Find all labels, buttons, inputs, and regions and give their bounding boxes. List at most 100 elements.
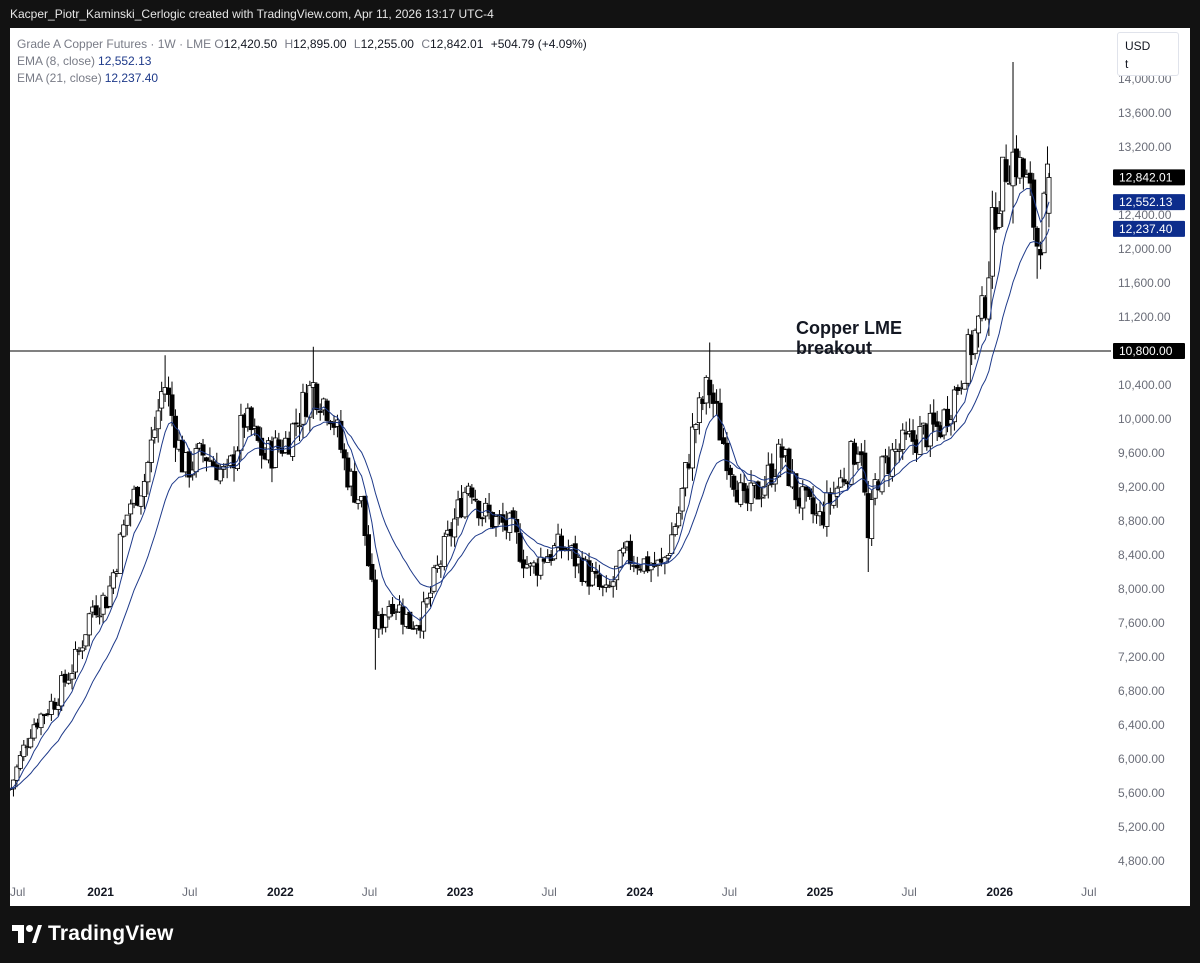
candle-body bbox=[841, 479, 847, 483]
legend-open-value: 12,420.50 bbox=[223, 37, 278, 51]
candle-body bbox=[593, 570, 599, 574]
price-chart[interactable]: 4,800.00 5,200.00 5,600.00 6,000.00 6,400.00… bbox=[10, 28, 1190, 906]
chart-author-header: Kacper_Piotr_Kaminski_Cerlogic created w… bbox=[0, 0, 1200, 28]
candle-body bbox=[738, 482, 744, 505]
candle-body bbox=[776, 443, 782, 478]
candle-body bbox=[462, 491, 468, 518]
candle-body bbox=[352, 471, 358, 503]
candle-body bbox=[727, 467, 733, 476]
candle-body bbox=[472, 498, 478, 501]
candle-body bbox=[934, 421, 940, 427]
legend-ema21-row[interactable]: EMA (21, close) 12,237.40 bbox=[17, 70, 587, 87]
candle-body bbox=[372, 579, 378, 630]
candle-body bbox=[248, 407, 254, 431]
resistance-price-badge-bg bbox=[1113, 343, 1185, 359]
unit-label: t bbox=[1125, 57, 1129, 71]
candle-body bbox=[879, 456, 885, 493]
currency-unit-selector[interactable]: USD t bbox=[1117, 32, 1179, 76]
last-price-badge-bg bbox=[1113, 169, 1185, 186]
candle-body bbox=[945, 408, 951, 427]
annotation-line-1: Copper LME bbox=[796, 318, 902, 338]
legend-ema8-row[interactable]: EMA (8, close) 12,552.13 bbox=[17, 53, 587, 70]
ema-21-line[interactable] bbox=[10, 228, 1050, 790]
candle-body bbox=[769, 463, 775, 485]
candle-body bbox=[755, 481, 761, 500]
legend-ema8-value: 12,552.13 bbox=[98, 54, 152, 68]
candle-body bbox=[855, 453, 861, 463]
candle-body bbox=[627, 540, 633, 565]
candle-body bbox=[200, 444, 206, 456]
candle-body bbox=[66, 679, 72, 684]
ema8-price-badge-bg bbox=[1113, 194, 1185, 211]
y-tick-label: 6,400.00 bbox=[1118, 718, 1165, 732]
candle-body bbox=[1041, 192, 1047, 254]
candle-body bbox=[276, 439, 282, 449]
candle-body bbox=[1034, 227, 1040, 247]
candle-body bbox=[669, 534, 675, 554]
candle-body bbox=[634, 564, 640, 569]
candle-body bbox=[617, 550, 623, 569]
candle-body bbox=[1046, 177, 1052, 214]
candle-body bbox=[28, 737, 34, 748]
legend-ema8-label: EMA (8, close) bbox=[17, 54, 96, 68]
candle-body bbox=[517, 533, 523, 562]
candle-body bbox=[714, 400, 720, 404]
candle-body bbox=[710, 392, 716, 404]
legend-symbol[interactable]: Grade A Copper Futures · 1W · LME bbox=[17, 37, 212, 51]
resistance-price-badge: 10,800.00 bbox=[1119, 344, 1173, 358]
chart-panel[interactable]: 4,800.00 5,200.00 5,600.00 6,000.00 6,400.00… bbox=[10, 28, 1190, 906]
candle-body bbox=[717, 402, 723, 441]
candle-body bbox=[14, 766, 20, 781]
x-tick-label: Jul bbox=[1081, 885, 1096, 899]
y-tick-label: 13,600.00 bbox=[1118, 106, 1172, 120]
candle-body bbox=[696, 397, 702, 424]
candle-body bbox=[97, 615, 103, 618]
candle-body bbox=[59, 675, 65, 707]
legend-ema21-label: EMA (21, close) bbox=[17, 71, 102, 85]
x-tick-label: 2024 bbox=[626, 885, 653, 899]
candle-body bbox=[424, 598, 430, 605]
candle-body bbox=[720, 437, 726, 445]
candle-body bbox=[152, 429, 158, 438]
candle-body bbox=[86, 613, 92, 636]
candle-body bbox=[272, 437, 278, 468]
candle-body bbox=[121, 524, 127, 537]
candle-body bbox=[962, 382, 968, 390]
candle-body bbox=[159, 391, 165, 409]
candle-body bbox=[155, 410, 161, 430]
y-tick-label: 5,200.00 bbox=[1118, 820, 1165, 834]
candle-body bbox=[976, 315, 982, 334]
x-tick-label: 2022 bbox=[267, 885, 294, 899]
x-tick-label: Jul bbox=[182, 885, 197, 899]
candle-body bbox=[965, 334, 971, 384]
legend-low-label: L bbox=[353, 37, 361, 51]
candle-body bbox=[621, 547, 627, 554]
candle-body bbox=[124, 514, 130, 526]
candle-body bbox=[1020, 158, 1026, 178]
candle-body bbox=[469, 487, 475, 498]
legend-symbol-row: Grade A Copper Futures · 1W · LME O12,42… bbox=[17, 36, 587, 53]
candle-body bbox=[79, 647, 85, 652]
candle-body bbox=[324, 400, 330, 421]
candle-body bbox=[369, 563, 375, 580]
tradingview-logo[interactable]: TradingView bbox=[12, 922, 174, 946]
candle-body bbox=[1000, 156, 1006, 212]
candle-body bbox=[562, 547, 568, 550]
candle-body bbox=[996, 213, 1002, 228]
candle-body bbox=[210, 461, 216, 467]
candle-body bbox=[83, 634, 89, 647]
candle-body bbox=[148, 439, 154, 463]
legend-close-label: C bbox=[421, 37, 430, 51]
ema21-price-badge: 12,237.40 bbox=[1119, 222, 1173, 236]
currency-label: USD bbox=[1125, 39, 1151, 53]
candle-body bbox=[896, 449, 902, 452]
y-tick-label: 13,200.00 bbox=[1118, 140, 1172, 154]
candle-body bbox=[731, 475, 737, 490]
candle-body bbox=[69, 673, 75, 680]
candle-body bbox=[572, 543, 578, 567]
ema-8-line[interactable] bbox=[10, 187, 1050, 790]
candle-body bbox=[441, 536, 447, 567]
candle-body bbox=[869, 499, 875, 539]
candle-body bbox=[521, 559, 527, 569]
candle-body bbox=[479, 517, 485, 520]
